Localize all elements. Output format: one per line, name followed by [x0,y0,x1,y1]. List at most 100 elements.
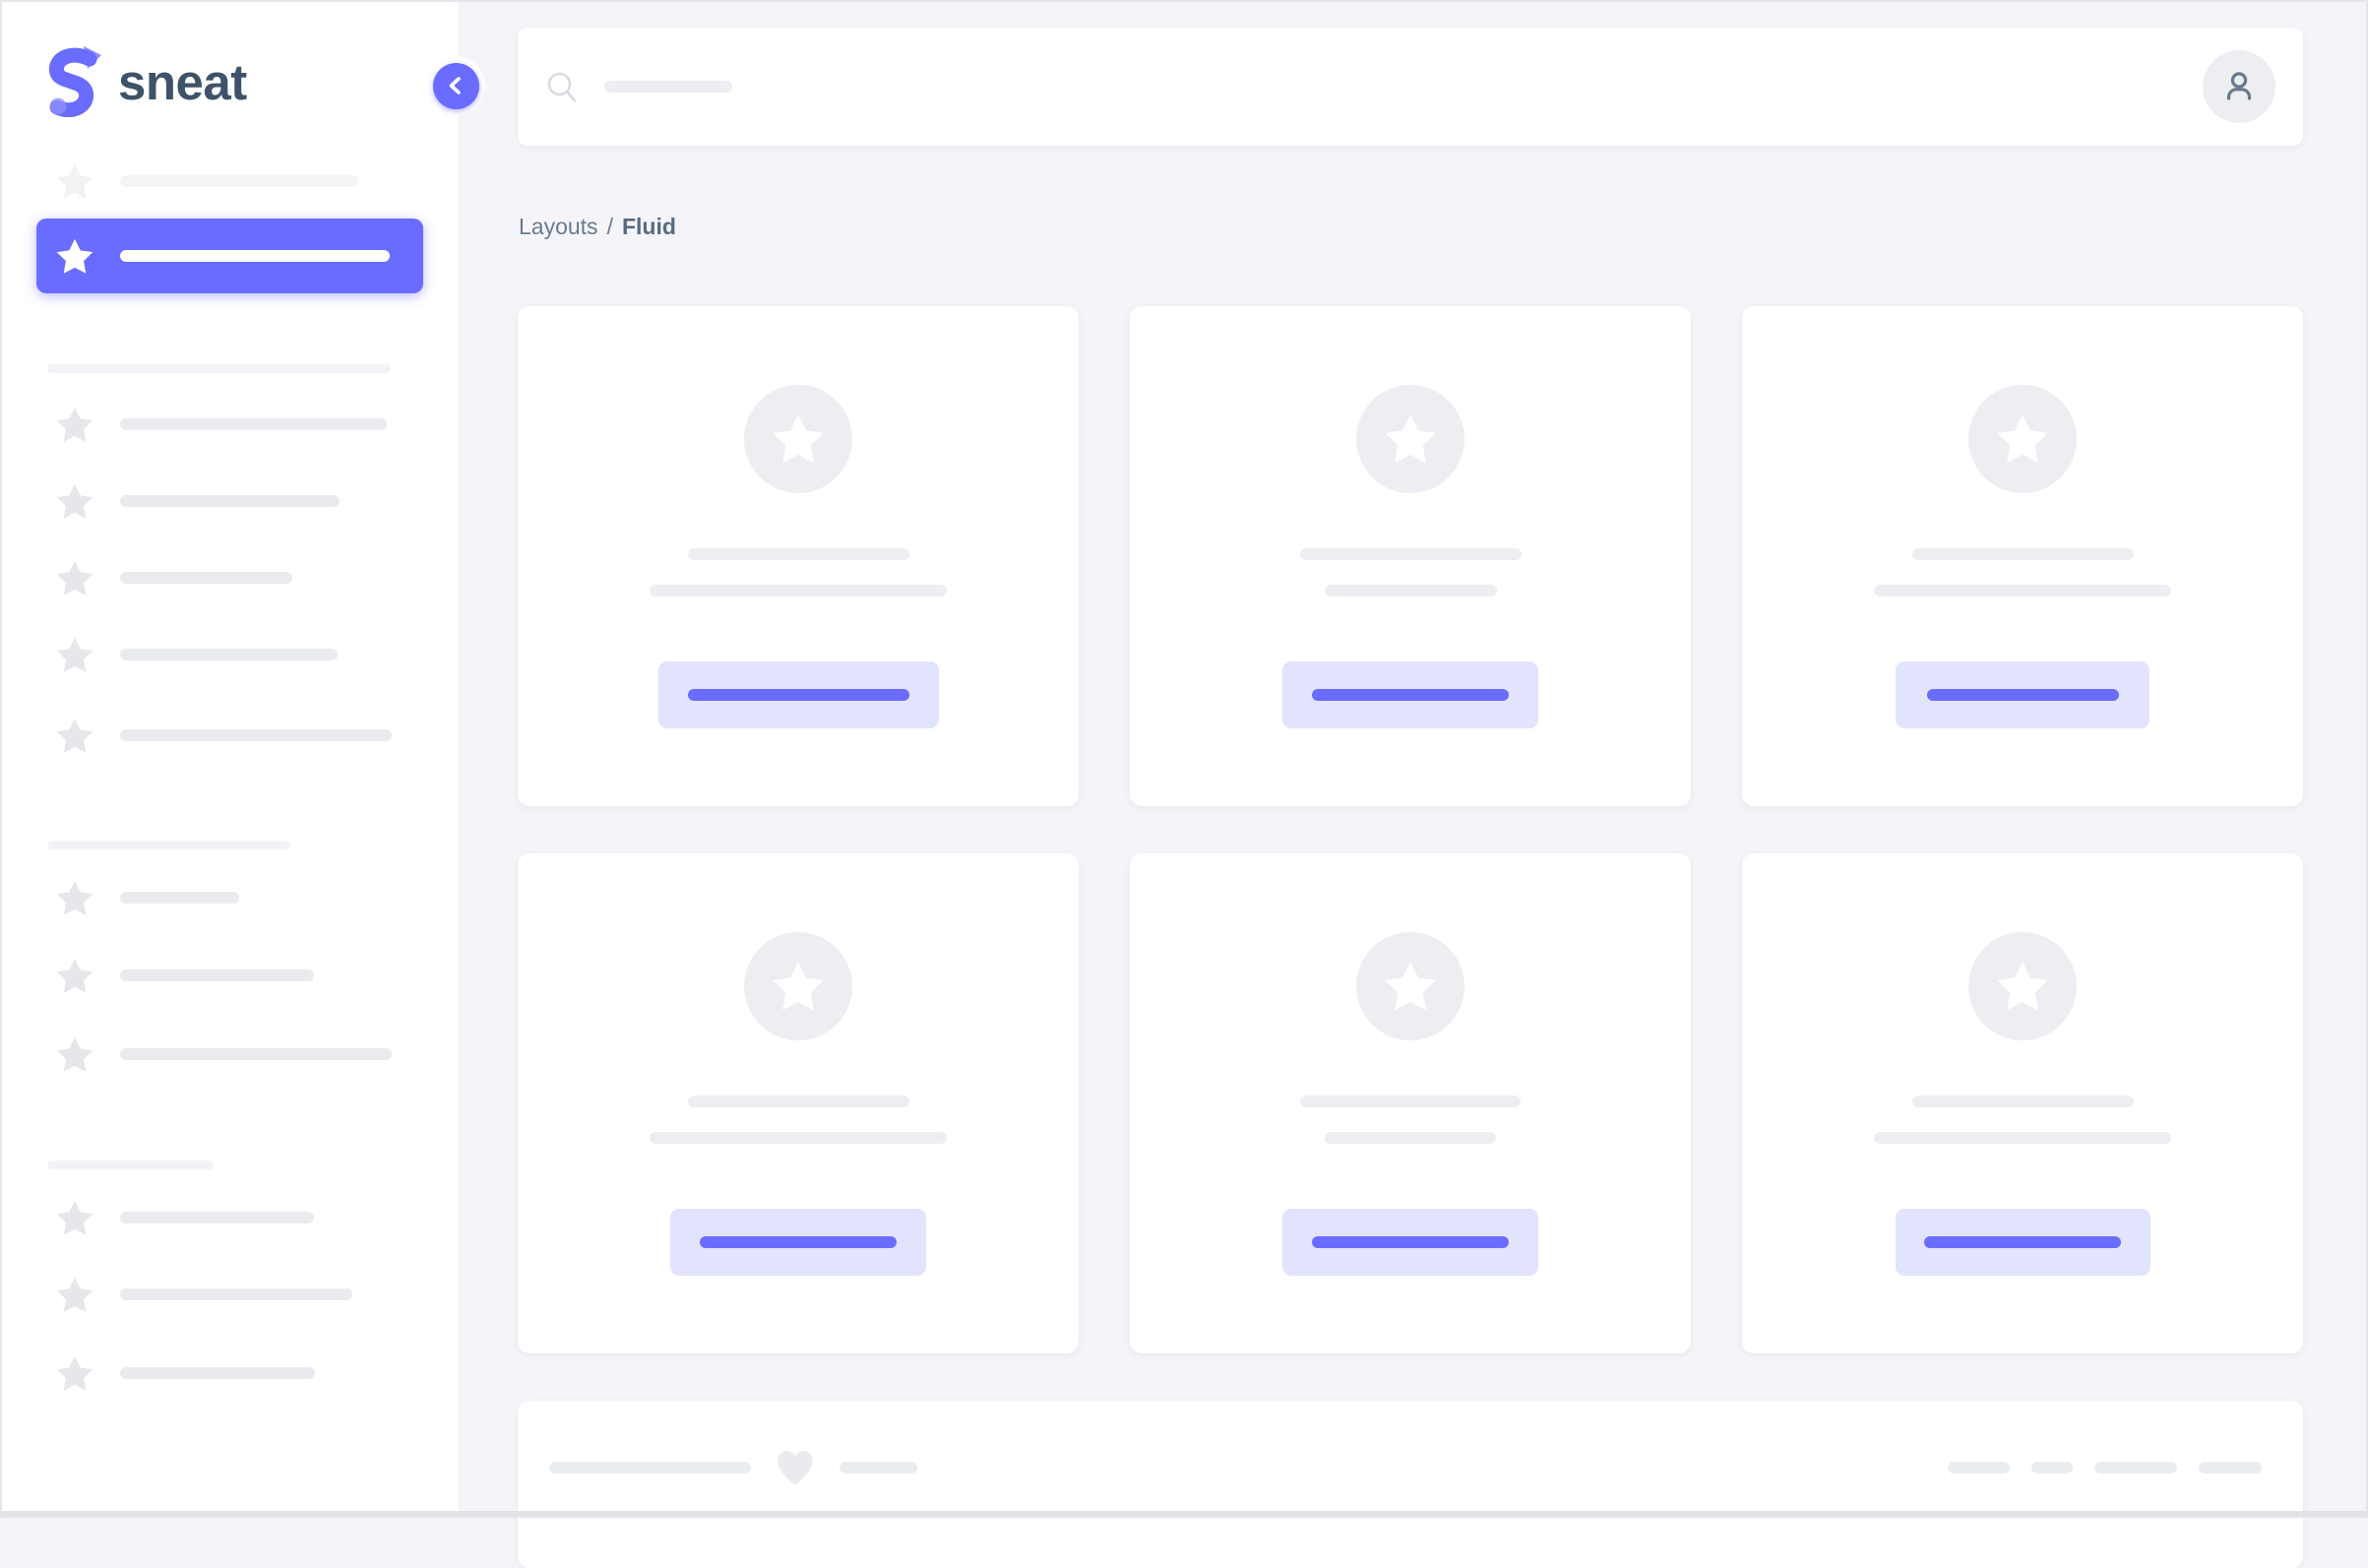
placeholder-card [518,306,1079,806]
star-icon [56,637,93,672]
skeleton-line [549,1462,751,1474]
skeleton-line [1924,1236,2121,1248]
skeleton-line [120,572,292,584]
skeleton-pill [2031,1462,2073,1474]
skeleton-line [1299,548,1522,560]
sidebar-item[interactable] [56,1353,315,1393]
top-navbar [518,28,2303,146]
skeleton-line [650,585,947,596]
star-icon [56,718,93,753]
breadcrumb-separator: / [606,214,613,239]
sidebar-item[interactable] [56,1198,314,1237]
skeleton-line [1300,1096,1521,1107]
star-icon [56,407,93,442]
placeholder-button[interactable] [657,661,939,728]
user-avatar-button[interactable] [2203,50,2275,123]
sidebar: sneat [0,0,460,1518]
star-icon [56,1355,93,1391]
star-avatar-circle [1356,385,1464,493]
search-input[interactable] [545,70,732,103]
sidebar-item[interactable] [56,558,292,597]
skeleton-line [120,175,358,187]
skeleton-line [120,250,390,262]
skeleton-line [1874,1132,2171,1144]
star-icon [1385,962,1436,1011]
skeleton-line [840,1462,917,1474]
placeholder-button[interactable] [1895,1209,2150,1276]
star-avatar-circle [1968,385,2077,493]
heart-icon [778,1450,813,1485]
sidebar-section-divider [47,364,391,373]
collapse-button-circle [432,62,479,109]
brand-name: sneat [118,53,247,110]
skeleton-line [687,548,909,560]
sidebar-item[interactable] [56,1275,352,1314]
placeholder-card [1130,306,1691,806]
chevron-left-icon [449,77,461,94]
sidebar-collapse-button[interactable] [426,56,485,115]
skeleton-line [120,418,387,430]
sidebar-item[interactable] [56,405,387,444]
star-icon [56,958,93,993]
breadcrumb-section[interactable]: Layouts [519,214,598,239]
skeleton-line [120,892,239,904]
sidebar-section-divider [47,1160,214,1169]
sidebar-item[interactable] [56,878,239,917]
search-placeholder-skeleton [604,81,732,93]
skeleton-line [120,729,392,741]
star-icon [56,1277,93,1312]
skeleton-line [687,1096,909,1107]
footer-left-group [549,1448,917,1487]
placeholder-card [1130,853,1691,1353]
skeleton-line [1911,1096,2134,1107]
sidebar-item[interactable] [56,1035,392,1074]
placeholder-card [1742,306,2303,806]
star-icon [1997,414,2048,464]
sidebar-item[interactable] [56,716,392,755]
sidebar-item[interactable] [56,956,314,995]
sidebar-item-active[interactable] [36,219,423,293]
skeleton-line [120,1048,392,1060]
placeholder-button[interactable] [1282,661,1538,728]
star-icon [56,483,93,519]
skeleton-line [1324,585,1497,596]
placeholder-card [1742,853,2303,1353]
placeholder-button[interactable] [1282,1209,1538,1276]
skeleton-line [1312,1236,1509,1248]
star-avatar-circle [744,385,852,493]
sneat-logo-icon [48,46,101,117]
star-icon [56,560,93,596]
placeholder-card [518,853,1079,1353]
skeleton-line [1325,1132,1496,1144]
brand-logo[interactable]: sneat [44,45,247,118]
skeleton-pill [2199,1462,2262,1474]
skeleton-pill [1948,1462,2010,1474]
sidebar-item[interactable] [56,635,338,674]
skeleton-line [1911,548,2134,560]
star-icon [56,1036,93,1072]
sidebar-item[interactable] [56,161,358,201]
star-avatar-circle [1968,932,2077,1040]
cards-grid [518,306,2303,1353]
window-bottom-edge [0,1511,2368,1518]
sidebar-section-divider [47,841,290,849]
skeleton-line [120,1367,315,1379]
skeleton-line [120,495,340,507]
star-avatar-circle [744,932,852,1040]
skeleton-line [650,1132,947,1144]
footer-card [518,1401,2303,1568]
placeholder-button[interactable] [670,1209,926,1276]
skeleton-line [120,649,338,660]
star-icon [1385,414,1436,464]
star-avatar-circle [1356,932,1464,1040]
skeleton-line [700,1236,897,1248]
star-icon [56,238,93,274]
placeholder-button[interactable] [1896,661,2150,728]
search-icon [547,72,577,102]
skeleton-line [687,689,909,701]
person-icon [2226,72,2252,100]
sidebar-item[interactable] [56,481,340,521]
star-icon [56,1200,93,1235]
skeleton-line [1926,689,2119,701]
breadcrumb: Layouts / Fluid [519,214,676,240]
